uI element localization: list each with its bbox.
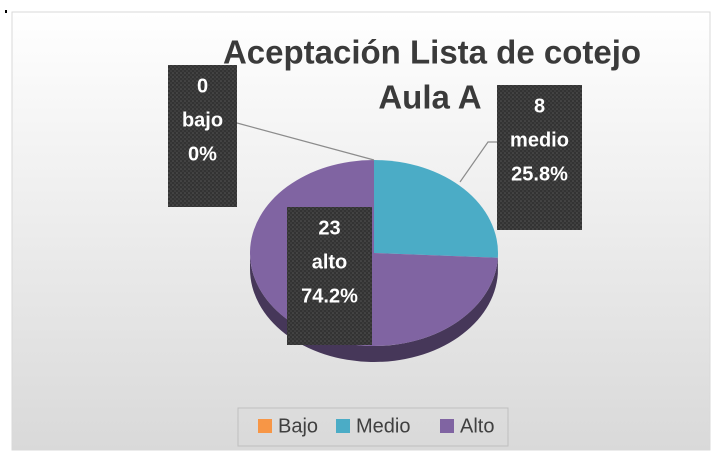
legend-label: Bajo <box>278 415 318 437</box>
data-label-box <box>287 207 372 345</box>
legend-swatch <box>336 419 350 433</box>
data-label-value: 0 <box>197 75 208 97</box>
data-label-percent: 0% <box>188 143 217 165</box>
legend-swatch <box>440 419 454 433</box>
legend-label: Alto <box>460 415 494 437</box>
data-labels: 0 bajo 0% 8 medio 25.8% 23 alto 74.2% <box>168 65 582 345</box>
data-label-value: 8 <box>534 95 545 117</box>
legend-box <box>237 407 509 447</box>
legend: Bajo Medio Alto <box>258 415 494 437</box>
data-label-value: 23 <box>318 217 340 239</box>
leader-line <box>459 141 497 183</box>
chart-title: Aceptación Lista de cotejo <box>223 34 641 71</box>
data-label-name: alto <box>312 251 348 273</box>
data-label-box <box>497 85 582 230</box>
chart-title: Aula A <box>378 79 481 116</box>
legend-label: Medio <box>356 415 410 437</box>
data-label-name: bajo <box>182 109 223 131</box>
legend-swatch <box>258 419 272 433</box>
data-label-name: medio <box>510 129 569 151</box>
corner-dot <box>5 10 7 13</box>
leader-line <box>236 122 375 161</box>
data-label-box <box>168 65 237 207</box>
pie-slice <box>374 160 498 258</box>
data-label-percent: 74.2% <box>301 285 358 307</box>
data-label-percent: 25.8% <box>511 163 568 185</box>
